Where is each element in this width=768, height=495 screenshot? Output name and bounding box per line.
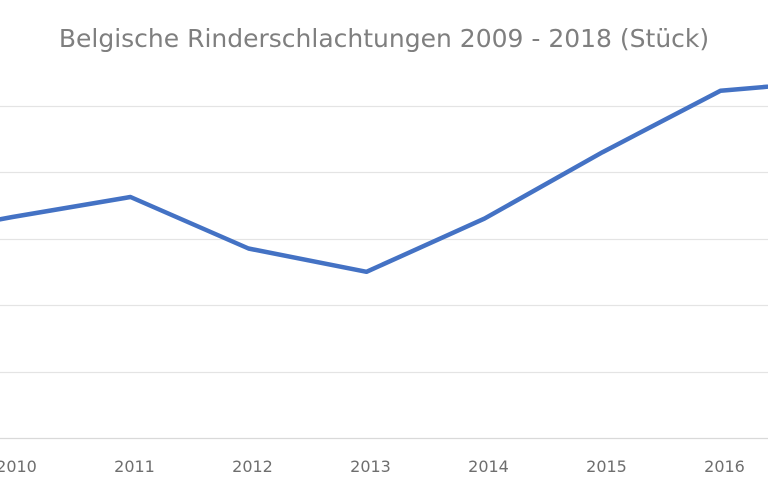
- x-tick-label: 2016: [704, 457, 745, 476]
- x-tick-label: 2010: [0, 457, 37, 476]
- series-lines: [0, 84, 768, 275]
- x-tick-label: 2013: [350, 457, 391, 476]
- x-tick-label: 2011: [114, 457, 155, 476]
- x-axis-tick-labels: 2010 2011 2012 2013 2014 2015 2016: [0, 457, 745, 476]
- x-tick-label: 2015: [586, 457, 627, 476]
- x-tick-label: 2012: [232, 457, 273, 476]
- chart-title: Belgische Rinderschlachtungen 2009 - 201…: [58, 24, 710, 53]
- series-line: [0, 84, 768, 275]
- x-tick-label: 2014: [468, 457, 509, 476]
- gridlines: [0, 105, 768, 440]
